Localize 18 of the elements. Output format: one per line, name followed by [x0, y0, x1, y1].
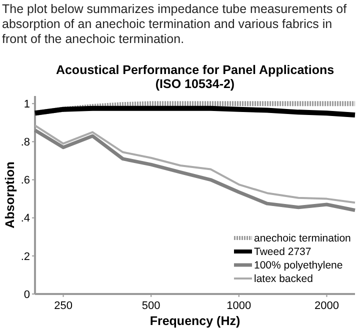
- text: The plot below summarizes impedance tube measurements of absorption of an anechoic termination and various fabrics in front of the anechoic termination.: [2, 2, 348, 46]
- x-tick-label: 500: [142, 300, 160, 312]
- x-tick-label: 250: [54, 300, 72, 312]
- x-tick-label: 1000: [226, 300, 252, 312]
- y-tick-label: .6: [20, 174, 30, 187]
- chart-title: Acoustical Performance for Panel Applications (ISO 10534-2): [56, 63, 334, 91]
- y-tick-label: 0: [24, 288, 30, 301]
- y-tick-label: .8: [20, 136, 30, 149]
- y-tick-label: 1: [24, 98, 30, 110]
- y-tick-label: .4: [20, 212, 30, 225]
- y-axis-title: Absorption: [3, 162, 17, 228]
- y-tick-label: .2: [20, 250, 30, 263]
- legend-label: Tweed 2737: [254, 246, 312, 258]
- x-tick-label: 2000: [314, 300, 339, 312]
- legend-label: latex backed: [254, 273, 314, 286]
- legend-label: 100% polyethylene: [254, 260, 343, 272]
- x-axis-title: Frequency (Hz): [150, 314, 240, 328]
- legend-label: anechoic termination: [254, 232, 352, 245]
